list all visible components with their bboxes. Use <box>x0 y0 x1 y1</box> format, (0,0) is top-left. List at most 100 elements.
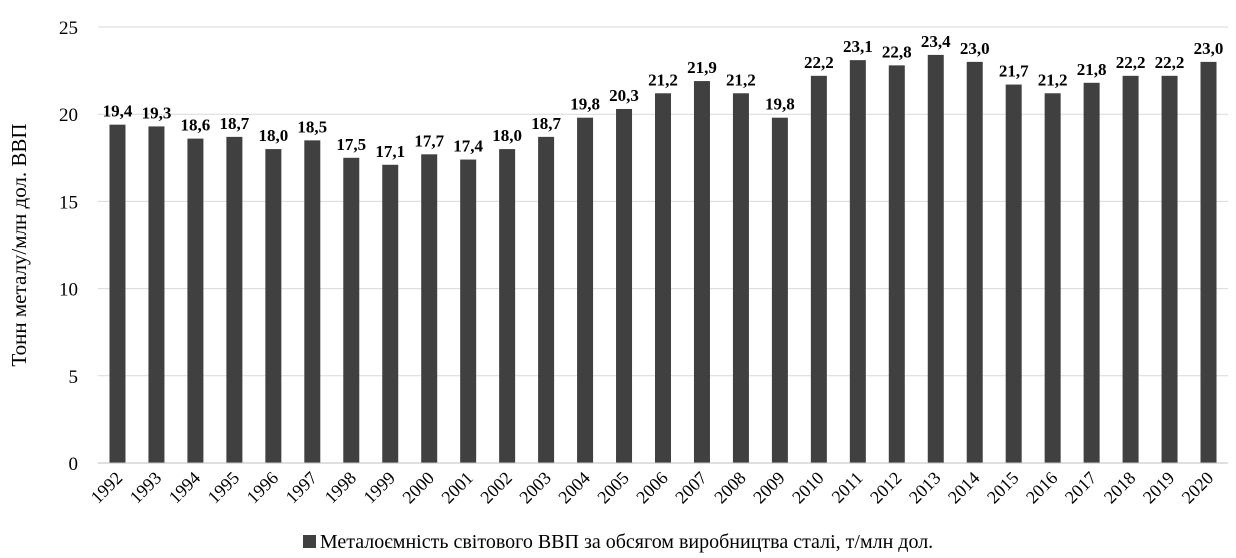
data-label: 23,4 <box>921 32 951 51</box>
y-tick-label: 20 <box>59 105 78 126</box>
data-label: 22,8 <box>882 42 912 61</box>
bar <box>460 159 477 463</box>
legend-label: Металоємність світового ВВП за обсягом в… <box>319 531 934 553</box>
x-tick-label: 2018 <box>1100 468 1140 508</box>
x-tick-label: 2014 <box>944 468 984 508</box>
x-tick-label: 2004 <box>554 468 594 508</box>
x-tick-label: 2015 <box>983 468 1023 508</box>
data-label: 19,8 <box>765 95 795 114</box>
bar <box>966 61 983 463</box>
data-label: 21,7 <box>999 62 1029 81</box>
bar <box>1005 84 1022 463</box>
data-label: 20,3 <box>609 86 639 105</box>
bar <box>927 54 944 464</box>
x-tick-label: 1993 <box>126 468 166 508</box>
data-label: 23,0 <box>960 39 990 58</box>
x-tick-label: 2001 <box>437 468 477 508</box>
x-tick-label: 1995 <box>204 468 244 508</box>
bar <box>577 117 594 464</box>
data-label: 23,1 <box>843 37 873 56</box>
bar <box>499 149 516 463</box>
data-label: 21,2 <box>1038 70 1068 89</box>
x-tick-label: 2005 <box>593 468 633 508</box>
data-label: 18,0 <box>492 126 522 145</box>
x-tick-label: 2006 <box>632 468 672 508</box>
data-label: 21,8 <box>1077 60 1107 79</box>
bar <box>109 124 126 463</box>
y-axis-ticks: 0 5 10 15 20 25 <box>59 18 78 475</box>
bar <box>616 108 633 463</box>
bar <box>1161 75 1178 463</box>
bar <box>655 93 671 463</box>
bar <box>226 136 243 463</box>
x-tick-label: 1996 <box>243 468 283 508</box>
bar <box>1044 93 1061 463</box>
x-tick-label: 2017 <box>1061 468 1101 508</box>
x-tick-label: 1997 <box>282 468 322 508</box>
x-tick-label: 2009 <box>749 468 789 508</box>
data-label: 21,2 <box>726 70 756 89</box>
x-tick-label: 2012 <box>866 468 906 508</box>
x-tick-label: 2008 <box>710 468 750 508</box>
data-label: 18,7 <box>531 114 561 133</box>
x-tick-label: 1998 <box>321 468 361 508</box>
y-tick-label: 10 <box>59 280 78 301</box>
data-label: 19,8 <box>570 95 600 114</box>
data-label: 18,5 <box>297 117 327 136</box>
bar <box>771 117 788 464</box>
x-tick-label: 2000 <box>398 468 438 508</box>
bars <box>109 54 1217 464</box>
data-label: 23,0 <box>1194 39 1224 58</box>
x-axis-ticks: 1992 1993 1994 1995 1996 1997 1998 1999 2000 2001… <box>87 468 1218 508</box>
y-tick-label: 0 <box>69 454 79 475</box>
bar <box>148 126 165 464</box>
data-label: 21,9 <box>687 58 717 77</box>
x-tick-label: 2003 <box>515 468 555 508</box>
bar <box>187 138 204 463</box>
bar <box>810 75 827 463</box>
data-label: 22,2 <box>804 53 834 72</box>
data-labels: 19,4 19,3 18,6 18,7 18,0 18,5 17,5 17,1 17,7 17,4… <box>103 32 1224 161</box>
bar <box>1122 75 1139 463</box>
legend-swatch <box>302 535 316 548</box>
data-label: 18,7 <box>220 114 250 133</box>
x-tick-label: 2011 <box>828 468 867 507</box>
y-tick-label: 15 <box>59 192 78 213</box>
bar <box>888 65 905 464</box>
bar <box>538 136 555 463</box>
bar <box>693 81 710 464</box>
bar <box>343 157 360 464</box>
x-tick-label: 2019 <box>1139 468 1179 508</box>
y-tick-label: 5 <box>69 367 79 388</box>
data-label: 17,4 <box>453 137 483 156</box>
data-label: 17,1 <box>375 142 405 161</box>
data-label: 22,2 <box>1155 53 1185 72</box>
data-label: 18,6 <box>181 116 211 135</box>
data-label: 19,3 <box>142 103 172 122</box>
data-label: 22,2 <box>1116 53 1146 72</box>
x-tick-label: 2013 <box>905 468 945 508</box>
data-label: 18,0 <box>258 126 288 145</box>
data-label: 21,2 <box>648 70 678 89</box>
bar <box>849 60 866 464</box>
x-tick-label: 2016 <box>1022 468 1062 508</box>
bar <box>421 154 438 463</box>
data-label: 17,7 <box>414 131 444 150</box>
bar <box>304 140 321 464</box>
bar <box>1200 61 1217 463</box>
bar <box>1083 82 1100 464</box>
bar <box>382 164 399 463</box>
x-tick-label: 1992 <box>87 468 127 508</box>
x-tick-label: 2010 <box>788 468 828 508</box>
data-label: 19,4 <box>103 102 133 121</box>
x-tick-label: 1994 <box>165 468 205 508</box>
x-tick-label: 1999 <box>359 468 399 508</box>
x-tick-label: 2002 <box>476 468 516 508</box>
data-label: 17,5 <box>336 135 366 154</box>
bar <box>265 149 282 463</box>
bar <box>732 93 749 463</box>
legend: Металоємність світового ВВП за обсягом в… <box>0 530 1236 554</box>
y-axis-label: Тонн металу/млн дол. ВВП <box>7 123 31 366</box>
y-tick-label: 25 <box>59 18 78 39</box>
